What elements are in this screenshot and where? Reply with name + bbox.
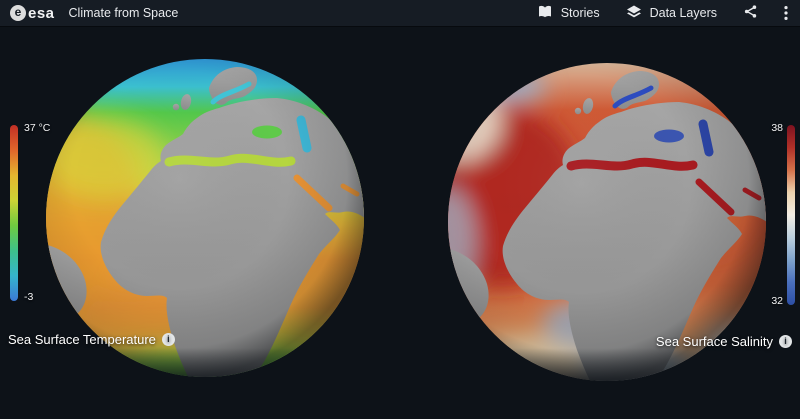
sst-layer-label: Sea Surface Temperature i	[8, 332, 175, 347]
sst-layer-title: Sea Surface Temperature	[8, 332, 156, 347]
info-icon[interactable]: i	[779, 335, 792, 348]
book-icon	[537, 4, 553, 23]
layers-icon	[626, 4, 642, 23]
sst-colorbar-min: -3	[24, 291, 34, 303]
info-icon[interactable]: i	[161, 333, 175, 346]
esa-logo-text: esa	[28, 4, 55, 22]
sst-globe[interactable]	[45, 58, 365, 378]
sst-colorbar-max: 37 °C	[24, 122, 51, 134]
share-icon	[743, 4, 758, 22]
timeline: December 1, 2016 1981 2018	[0, 371, 800, 419]
app-title: Climate from Space	[68, 6, 179, 20]
sss-layer-title: Sea Surface Salinity	[655, 334, 773, 349]
sst-colorbar	[10, 125, 18, 301]
app-header: e esa Climate from Space Stories Data La…	[0, 0, 800, 27]
sss-colorbar	[787, 125, 795, 305]
sss-colorbar-max: 38	[771, 122, 783, 134]
esa-logo[interactable]: e esa	[10, 5, 55, 22]
sss-colorbar-min: 32	[771, 295, 783, 307]
kebab-menu-icon[interactable]	[784, 5, 788, 21]
stories-label: Stories	[560, 6, 600, 20]
sss-layer-label: Sea Surface Salinity i	[656, 334, 792, 349]
esa-logo-circle: e	[10, 5, 26, 21]
sss-globe[interactable]	[447, 62, 767, 382]
data-layers-label: Data Layers	[649, 6, 717, 20]
stories-button[interactable]: Stories	[537, 4, 600, 23]
share-button[interactable]	[743, 4, 758, 22]
data-layers-button[interactable]: Data Layers	[626, 4, 717, 23]
